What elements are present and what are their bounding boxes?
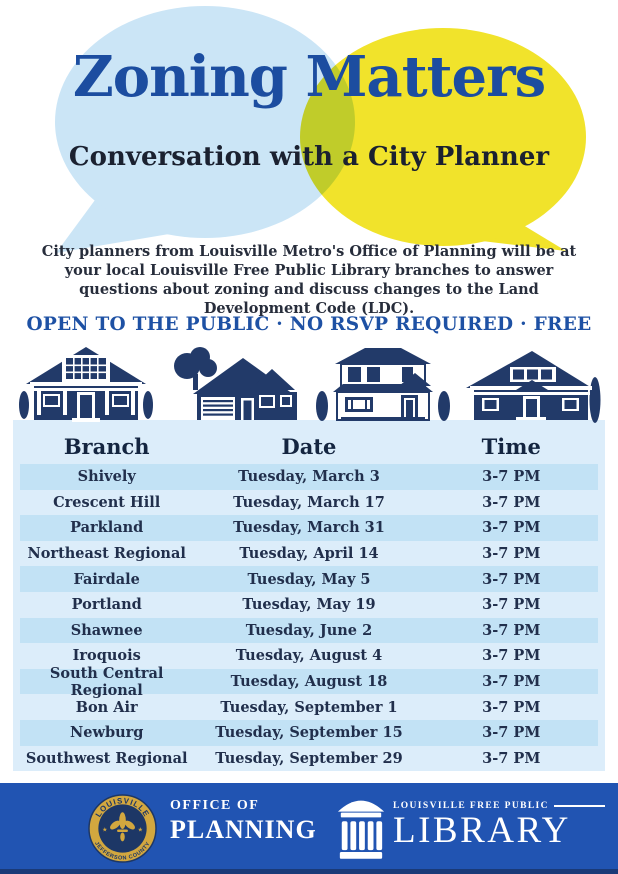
schedule-header-row: Branch Date Time <box>20 432 598 460</box>
time-cell: 3-7 PM <box>482 621 541 639</box>
seal-star-left: ★ <box>102 826 107 833</box>
table-row: Northeast Regional Tuesday, April 14 3-7 P… <box>20 541 598 567</box>
table-row: Newburg Tuesday, September 15 3-7 PM <box>20 719 598 746</box>
branch-column-header: Branch <box>63 433 150 459</box>
office-of-planning-logo: OFFICE OF PLANNING <box>170 798 317 845</box>
fleur-de-lis-icon: ★ ★ <box>102 812 143 842</box>
branch-cell: Shively <box>77 468 136 486</box>
time-cell: 3-7 PM <box>482 724 541 742</box>
foursquare-house-icon <box>316 348 451 421</box>
table-row: Crescent Hill Tuesday, March 17 3-7 PM <box>20 490 598 516</box>
branch-cell: Newburg <box>69 724 144 742</box>
footer-bar: LOUISVILLE JEFFERSON COUNTY ★ ★ OFFICE O… <box>0 783 618 874</box>
house-illustrations-row <box>16 342 602 428</box>
branch-cell: Fairdale <box>73 570 140 588</box>
date-cell: Tuesday, May 19 <box>242 596 376 614</box>
event-description: City planners from Louisville Metro's Of… <box>41 243 577 317</box>
time-cell: 3-7 PM <box>482 493 541 511</box>
blue-speech-bubble-icon <box>55 6 355 253</box>
bungalow-house-icon <box>465 351 601 423</box>
branch-cell: Crescent Hill <box>53 493 161 511</box>
library-columns-icon <box>337 800 385 859</box>
table-row: Parkland Tuesday, March 31 3-7 PM <box>20 515 598 541</box>
library-rule <box>553 804 605 808</box>
branch-cell: Parkland <box>70 519 144 537</box>
date-cell: Tuesday, March 3 <box>238 468 380 486</box>
date-cell: Tuesday, September 29 <box>215 749 403 767</box>
time-cell: 3-7 PM <box>482 698 541 716</box>
page-subtitle: Conversation with a City Planner <box>68 142 550 172</box>
branch-cell: Iroquois <box>72 647 141 665</box>
open-public-banner: OPEN TO THE PUBLIC · NO RSVP REQUIRED · … <box>26 314 592 335</box>
branch-cell: Bon Air <box>75 698 138 716</box>
date-cell: Tuesday, April 14 <box>239 545 379 563</box>
time-cell: 3-7 PM <box>482 519 541 537</box>
speech-bubbles-graphic <box>55 6 586 253</box>
table-row: Shawnee Tuesday, June 2 3-7 PM <box>20 617 598 644</box>
date-cell: Tuesday, August 4 <box>235 647 383 665</box>
table-row: Iroquois Tuesday, August 4 3-7 PM <box>20 643 598 669</box>
branch-cell: Northeast Regional <box>27 545 186 563</box>
library-small-label: LOUISVILLE FREE PUBLIC <box>393 801 549 811</box>
date-cell: Tuesday, September 1 <box>220 698 398 716</box>
branch-cell: Portland <box>71 596 142 614</box>
date-cell: Tuesday, June 2 <box>245 621 373 639</box>
schedule-table: Branch Date Time Shively Tuesday, March 3… <box>13 420 605 771</box>
time-cell: 3-7 PM <box>482 596 541 614</box>
library-large-label: LIBRARY <box>393 810 571 851</box>
time-cell: 3-7 PM <box>482 673 541 691</box>
craftsman-house-icon <box>19 347 153 422</box>
suburban-house-icon <box>173 347 297 420</box>
table-row: Portland Tuesday, May 19 3-7 PM <box>20 592 598 618</box>
planning-label: PLANNING <box>170 815 317 844</box>
seal-star-right: ★ <box>138 826 143 833</box>
branch-cell: Southwest Regional <box>25 749 188 767</box>
branch-cell: Shawnee <box>70 621 143 639</box>
date-cell: Tuesday, March 31 <box>233 519 385 537</box>
date-cell: Tuesday, May 5 <box>247 570 371 588</box>
branch-cell: South Central Regional <box>49 664 164 699</box>
louisville-metro-seal-icon: LOUISVILLE JEFFERSON COUNTY ★ ★ <box>88 794 157 863</box>
date-column-header: Date <box>281 433 337 459</box>
table-row: Southwest Regional Tuesday, September 29 3… <box>20 746 598 772</box>
date-cell: Tuesday, September 15 <box>215 724 403 742</box>
library-logo: LOUISVILLE FREE PUBLIC LIBRARY <box>336 795 605 861</box>
date-cell: Tuesday, March 17 <box>233 493 385 511</box>
page-title: Zoning Matters <box>72 44 546 110</box>
time-cell: 3-7 PM <box>482 647 541 665</box>
yellow-speech-bubble-icon <box>300 28 586 251</box>
time-cell: 3-7 PM <box>482 545 541 563</box>
time-cell: 3-7 PM <box>482 749 541 767</box>
table-row: Bon Air Tuesday, September 1 3-7 PM <box>20 694 598 720</box>
date-cell: Tuesday, August 18 <box>230 673 388 691</box>
time-cell: 3-7 PM <box>482 468 541 486</box>
schedule-rows: Shively Tuesday, March 3 3-7 PM Crescent Hi… <box>13 464 605 771</box>
office-of-label: OFFICE OF <box>170 798 260 813</box>
table-row: Shively Tuesday, March 3 3-7 PM <box>20 464 598 490</box>
library-wordmark: LOUISVILLE FREE PUBLIC LIBRARY <box>393 795 605 861</box>
table-row: Fairdale Tuesday, May 5 3-7 PM <box>20 566 598 592</box>
time-column-header: Time <box>481 433 541 459</box>
time-cell: 3-7 PM <box>482 570 541 588</box>
table-row: South Central Regional Tuesday, August 18… <box>20 665 598 699</box>
